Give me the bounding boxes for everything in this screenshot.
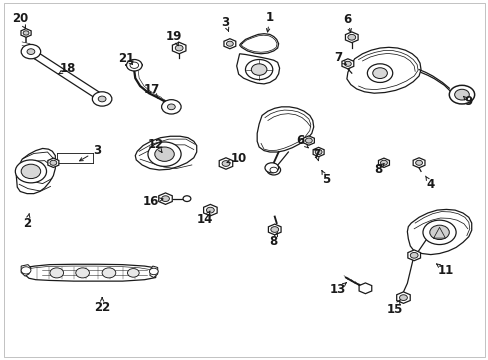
Circle shape bbox=[21, 267, 31, 274]
Polygon shape bbox=[378, 158, 388, 167]
Circle shape bbox=[305, 138, 312, 143]
Circle shape bbox=[183, 196, 190, 202]
Polygon shape bbox=[150, 266, 158, 278]
Circle shape bbox=[155, 147, 174, 161]
Polygon shape bbox=[21, 265, 31, 276]
Circle shape bbox=[21, 164, 41, 179]
Text: 6: 6 bbox=[342, 13, 350, 26]
Circle shape bbox=[21, 44, 41, 59]
Circle shape bbox=[149, 268, 158, 275]
Circle shape bbox=[50, 160, 57, 165]
Circle shape bbox=[206, 207, 214, 213]
Circle shape bbox=[161, 196, 169, 202]
Text: 16: 16 bbox=[142, 195, 159, 208]
Polygon shape bbox=[239, 34, 278, 54]
Circle shape bbox=[454, 89, 468, 100]
Circle shape bbox=[415, 160, 422, 165]
Polygon shape bbox=[412, 158, 424, 168]
Polygon shape bbox=[159, 193, 172, 204]
Circle shape bbox=[175, 45, 183, 51]
Circle shape bbox=[126, 59, 142, 71]
Polygon shape bbox=[303, 136, 314, 145]
Text: 5: 5 bbox=[322, 173, 330, 186]
Circle shape bbox=[380, 160, 386, 165]
Text: 20: 20 bbox=[12, 12, 28, 25]
Text: 13: 13 bbox=[329, 283, 346, 296]
Circle shape bbox=[23, 31, 29, 35]
Circle shape bbox=[366, 64, 392, 82]
Polygon shape bbox=[219, 158, 232, 169]
Text: 8: 8 bbox=[269, 235, 277, 248]
Polygon shape bbox=[16, 148, 55, 194]
Text: 7: 7 bbox=[312, 148, 320, 161]
Polygon shape bbox=[203, 204, 217, 216]
Text: 4: 4 bbox=[426, 178, 434, 191]
Circle shape bbox=[27, 49, 35, 54]
Text: 3: 3 bbox=[221, 16, 228, 29]
Circle shape bbox=[130, 62, 138, 68]
Circle shape bbox=[102, 268, 116, 278]
Circle shape bbox=[245, 59, 272, 80]
Text: 17: 17 bbox=[143, 83, 160, 96]
Polygon shape bbox=[346, 47, 420, 93]
Text: 12: 12 bbox=[147, 138, 163, 150]
Polygon shape bbox=[22, 264, 158, 281]
Circle shape bbox=[422, 220, 455, 244]
Text: 2: 2 bbox=[23, 216, 31, 230]
Circle shape bbox=[344, 61, 350, 66]
Circle shape bbox=[148, 142, 181, 166]
Text: 11: 11 bbox=[436, 264, 452, 277]
Circle shape bbox=[270, 226, 278, 232]
Circle shape bbox=[372, 68, 386, 78]
Circle shape bbox=[269, 167, 277, 173]
Polygon shape bbox=[236, 54, 279, 84]
Circle shape bbox=[266, 165, 280, 175]
Circle shape bbox=[251, 64, 266, 75]
Circle shape bbox=[98, 96, 106, 102]
Text: 10: 10 bbox=[230, 152, 246, 165]
Polygon shape bbox=[396, 292, 409, 303]
Polygon shape bbox=[224, 39, 235, 49]
Circle shape bbox=[409, 252, 417, 258]
Text: 6: 6 bbox=[296, 134, 304, 147]
Text: 22: 22 bbox=[94, 301, 110, 314]
Polygon shape bbox=[345, 32, 357, 42]
Circle shape bbox=[50, 268, 63, 278]
Polygon shape bbox=[48, 158, 59, 167]
Polygon shape bbox=[407, 210, 471, 255]
Polygon shape bbox=[341, 59, 353, 69]
Text: 14: 14 bbox=[196, 213, 212, 226]
Text: 9: 9 bbox=[464, 95, 472, 108]
Circle shape bbox=[429, 225, 448, 239]
Polygon shape bbox=[312, 147, 324, 157]
Text: 8: 8 bbox=[373, 163, 382, 176]
Polygon shape bbox=[135, 136, 196, 170]
Circle shape bbox=[226, 41, 233, 46]
Circle shape bbox=[399, 295, 407, 301]
Polygon shape bbox=[257, 107, 313, 152]
Text: 18: 18 bbox=[60, 62, 76, 75]
Text: 15: 15 bbox=[386, 303, 402, 316]
Circle shape bbox=[222, 161, 229, 166]
Text: 21: 21 bbox=[118, 51, 134, 64]
Circle shape bbox=[264, 163, 278, 173]
Circle shape bbox=[347, 35, 355, 40]
Polygon shape bbox=[172, 42, 185, 54]
Circle shape bbox=[448, 85, 474, 104]
Text: 3: 3 bbox=[93, 144, 101, 157]
Text: 19: 19 bbox=[166, 30, 182, 43]
Text: 7: 7 bbox=[333, 51, 342, 64]
Polygon shape bbox=[21, 29, 31, 37]
Polygon shape bbox=[268, 224, 281, 235]
Circle shape bbox=[15, 160, 46, 183]
Circle shape bbox=[92, 92, 112, 106]
Polygon shape bbox=[407, 250, 420, 261]
Text: 1: 1 bbox=[265, 12, 273, 24]
Circle shape bbox=[167, 104, 175, 110]
Circle shape bbox=[127, 269, 139, 277]
Polygon shape bbox=[358, 283, 371, 294]
Circle shape bbox=[161, 100, 181, 114]
Circle shape bbox=[315, 149, 322, 154]
Circle shape bbox=[76, 268, 89, 278]
